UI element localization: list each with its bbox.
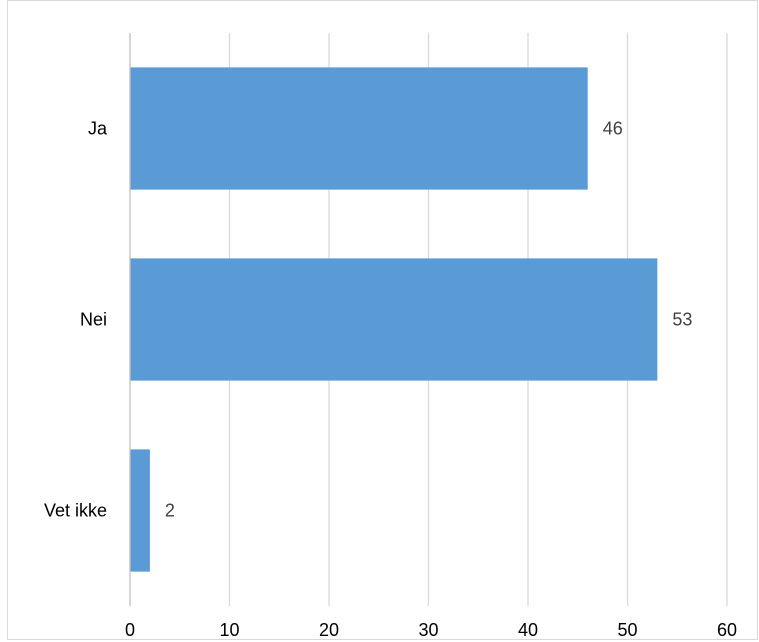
x-tick-label: 60	[717, 620, 737, 640]
bars	[130, 67, 658, 572]
data-label: 46	[603, 119, 623, 139]
data-label: 2	[165, 501, 175, 521]
category-label: Vet ikke	[44, 501, 107, 521]
category-label: Nei	[80, 310, 107, 330]
bar-ja	[130, 67, 588, 190]
bar-nei	[130, 258, 658, 381]
x-tick-label: 50	[617, 620, 637, 640]
x-tick-label: 40	[518, 620, 538, 640]
bar-vet-ikke	[130, 449, 150, 572]
labels: 0 10 20 30 40 50 60 Ja 46 Nei 53 Vet ikke 2	[44, 119, 737, 641]
x-tick-label: 20	[319, 620, 339, 640]
data-label: 53	[672, 310, 692, 330]
x-tick-label: 10	[219, 620, 239, 640]
x-tick-label: 30	[418, 620, 438, 640]
x-tick-label: 0	[125, 620, 135, 640]
category-label: Ja	[88, 119, 108, 139]
